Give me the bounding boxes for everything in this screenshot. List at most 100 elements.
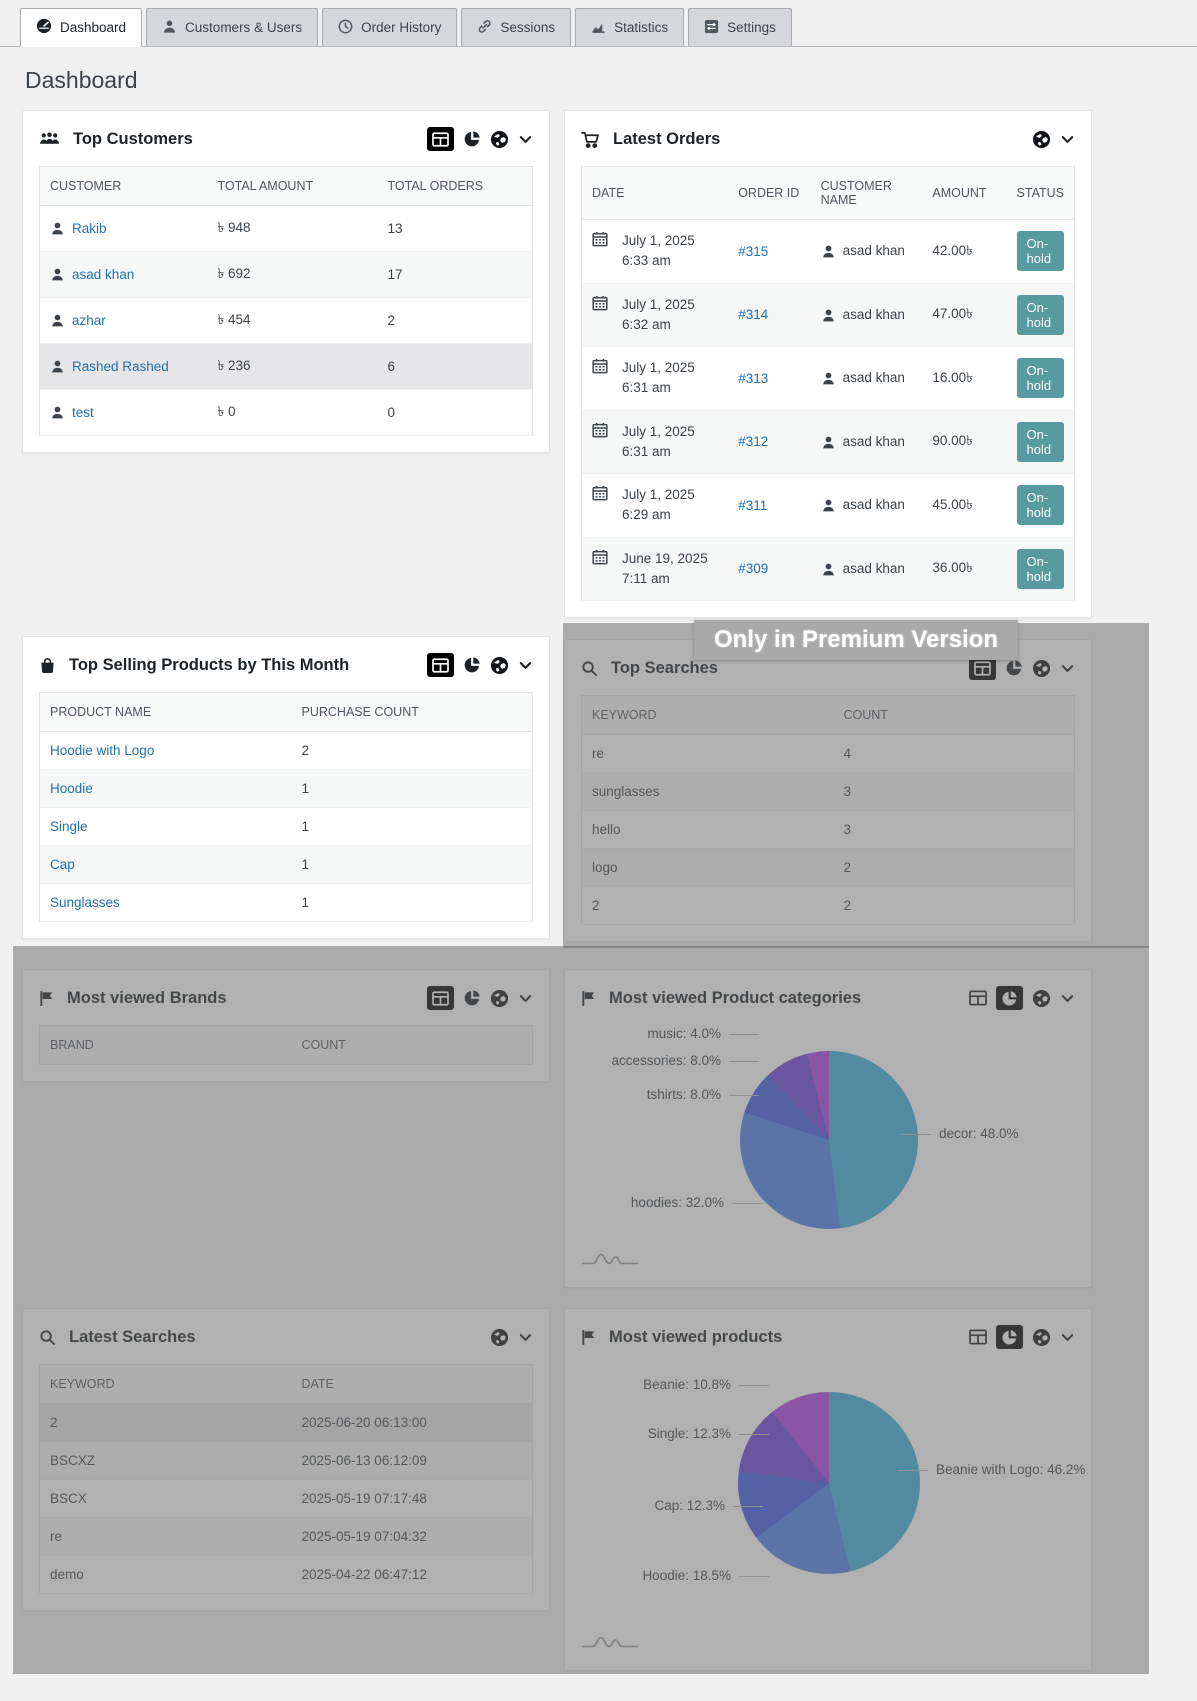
- cell-customer: asad khan: [811, 537, 923, 601]
- cell-keyword: re: [50, 1529, 63, 1544]
- globe-icon[interactable]: [1032, 989, 1051, 1008]
- table-row: Single 1: [39, 808, 533, 846]
- globe-icon[interactable]: [1032, 659, 1051, 678]
- cell-name: Single: [40, 808, 292, 846]
- order_id-link[interactable]: #313: [738, 370, 769, 386]
- cell-order_id: #313: [728, 347, 810, 411]
- cell-amount: 47.00৳: [932, 306, 973, 322]
- customer-link[interactable]: asad khan: [72, 266, 135, 282]
- pie-view-icon[interactable]: [996, 1325, 1023, 1349]
- chevron-down-icon[interactable]: [1060, 132, 1075, 147]
- pie-view-icon[interactable]: [463, 989, 481, 1007]
- wave-icon[interactable]: [581, 1633, 639, 1654]
- header-row: KEYWORD DATE: [39, 1364, 533, 1404]
- table-view-icon[interactable]: [427, 127, 454, 151]
- cell-count: 2: [843, 860, 852, 875]
- pie-label: accessories: 8.0%: [611, 1053, 759, 1068]
- table-view-icon[interactable]: [427, 653, 454, 677]
- cell-name: Hoodie: [40, 770, 292, 808]
- table-view-icon[interactable]: [969, 1329, 987, 1345]
- cell-orders: 2: [387, 313, 396, 328]
- table-row: BSCX 2025-05-19 07:17:48: [39, 1480, 533, 1518]
- chevron-down-icon[interactable]: [1060, 661, 1075, 676]
- settings-icon: [704, 19, 719, 37]
- order_id-link[interactable]: #315: [738, 243, 769, 259]
- shopping-bag-icon: [39, 657, 56, 674]
- customer-link[interactable]: azhar: [72, 312, 106, 328]
- pie-products: [738, 1392, 920, 1574]
- person-icon: [50, 405, 65, 420]
- column-header: BRAND: [39, 1025, 292, 1065]
- tab-sessions[interactable]: Sessions: [461, 8, 572, 46]
- globe-icon[interactable]: [490, 656, 509, 675]
- cell-count: 3: [843, 822, 852, 837]
- table-row: June 19, 2025 7:11 am #309 asad khan 36.00৳…: [581, 537, 1075, 601]
- table-row: July 1, 2025 6:33 am #315 asad khan 42.00৳ O…: [581, 220, 1075, 284]
- globe-icon[interactable]: [490, 130, 509, 149]
- chevron-down-icon[interactable]: [518, 658, 533, 673]
- cell-orders: 6: [387, 359, 396, 374]
- person-icon: [50, 267, 65, 282]
- chevron-down-icon[interactable]: [1060, 991, 1075, 1006]
- name-link[interactable]: Hoodie: [50, 781, 93, 796]
- pie-label: Beanie: 10.8%: [643, 1377, 769, 1392]
- cell-amount: 90.00৳: [932, 433, 973, 449]
- person-icon: [821, 244, 836, 259]
- table-row: 2 2025-06-20 06:13:00: [39, 1403, 533, 1442]
- pie-view-icon[interactable]: [996, 986, 1023, 1010]
- search-icon: [581, 660, 598, 677]
- cell-date: 2025-06-20 06:13:00: [301, 1415, 427, 1430]
- tab-customers-users[interactable]: Customers & Users: [146, 8, 319, 46]
- pie-label: hoodies: 32.0%: [631, 1195, 762, 1210]
- most-viewed-categories-panel: Most viewed Product categories decor: 48…: [564, 969, 1092, 1288]
- name-link[interactable]: Cap: [50, 857, 75, 872]
- order_id-link[interactable]: #309: [738, 561, 769, 577]
- globe-icon[interactable]: [490, 1328, 509, 1347]
- tab-dashboard[interactable]: Dashboard: [20, 8, 143, 47]
- person-icon: [821, 371, 836, 386]
- cell-name: test: [40, 390, 208, 436]
- pie-view-icon[interactable]: [463, 656, 481, 674]
- globe-icon[interactable]: [1032, 1328, 1051, 1347]
- chevron-down-icon[interactable]: [518, 991, 533, 1006]
- name-link[interactable]: Single: [50, 819, 88, 834]
- cell-status: On-hold: [1007, 410, 1075, 474]
- column-header: COUNT: [833, 695, 1075, 735]
- table-view-icon[interactable]: [969, 990, 987, 1006]
- column-header: CUSTOMER NAME: [810, 166, 923, 220]
- customer-link[interactable]: Rakib: [72, 220, 107, 236]
- cell-order_id: #315: [728, 220, 810, 284]
- order-date: July 1, 2025 6:31 am: [622, 423, 695, 459]
- order_id-link[interactable]: #311: [738, 497, 768, 513]
- wave-icon[interactable]: [581, 1250, 639, 1271]
- pie-view-icon[interactable]: [463, 130, 481, 148]
- cell-date: July 1, 2025 6:31 am: [582, 410, 729, 474]
- tab-statistics[interactable]: Statistics: [575, 8, 685, 46]
- chevron-down-icon[interactable]: [1060, 1330, 1075, 1345]
- person-icon: [50, 221, 65, 236]
- customer-link[interactable]: test: [72, 404, 94, 420]
- order_id-link[interactable]: #312: [738, 434, 769, 450]
- tab-settings[interactable]: Settings: [688, 8, 792, 46]
- customer-name: asad khan: [842, 370, 905, 386]
- chevron-down-icon[interactable]: [518, 132, 533, 147]
- globe-icon[interactable]: [490, 989, 509, 1008]
- cell-status: On-hold: [1007, 537, 1075, 601]
- cell-keyword: 2: [50, 1415, 58, 1430]
- customer-link[interactable]: Rashed Rashed: [72, 358, 169, 374]
- person-icon: [821, 562, 836, 577]
- order_id-link[interactable]: #314: [738, 307, 769, 323]
- name-link[interactable]: Hoodie with Logo: [50, 743, 155, 758]
- cell-count: 1: [301, 895, 310, 910]
- chevron-down-icon[interactable]: [518, 1330, 533, 1345]
- person-icon: [821, 435, 836, 450]
- tab-order-history[interactable]: Order History: [322, 8, 458, 46]
- globe-icon[interactable]: [1032, 130, 1051, 149]
- pie-view-icon[interactable]: [1005, 659, 1023, 677]
- name-link[interactable]: Sunglasses: [50, 895, 120, 910]
- table-view-icon[interactable]: [427, 986, 454, 1010]
- column-header: PURCHASE COUNT: [291, 692, 533, 732]
- tab-bar: Dashboard Customers & Users Order Histor…: [0, 0, 1197, 47]
- panel-title: Top Selling Products by This Month: [69, 655, 350, 674]
- cell-order_id: #312: [728, 410, 810, 474]
